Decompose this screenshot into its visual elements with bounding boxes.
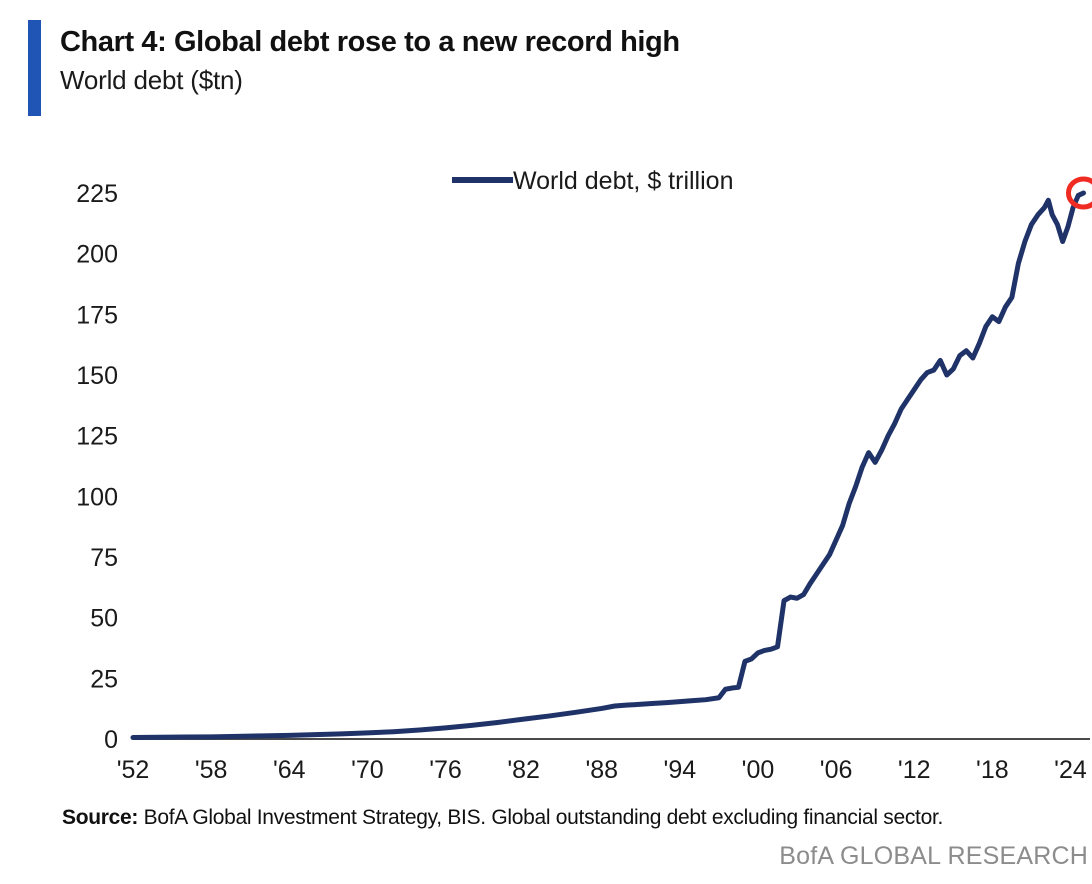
y-tick-100: 100 <box>76 483 118 511</box>
y-tick-25: 25 <box>90 665 118 693</box>
x-tick-58: '58 <box>195 756 228 784</box>
chart-svg: 0 25 50 75 100 125 150 175 200 225 '52 '58 '64 '70 '7… <box>76 167 1092 784</box>
x-tick-64: '64 <box>273 756 306 784</box>
x-tick-94: '94 <box>664 756 697 784</box>
x-tick-06: '06 <box>820 756 853 784</box>
x-tick-12: '12 <box>898 756 931 784</box>
data-series-world-debt <box>130 190 1086 741</box>
accent-bar <box>28 20 41 116</box>
chart-plot-area: 0 25 50 75 100 125 150 175 200 225 '52 '58 '64 '70 '7… <box>0 130 1092 800</box>
y-tick-125: 125 <box>76 423 118 451</box>
x-tick-00: '00 <box>742 756 775 784</box>
y-tick-0: 0 <box>104 726 118 754</box>
x-tick-52: '52 <box>117 756 150 784</box>
y-axis-tick-labels: 0 25 50 75 100 125 150 175 200 225 <box>76 180 118 754</box>
title-block: Chart 4: Global debt rose to a new recor… <box>60 22 1060 98</box>
x-tick-18: '18 <box>976 756 1009 784</box>
x-tick-82: '82 <box>507 756 540 784</box>
y-tick-225: 225 <box>76 180 118 208</box>
x-axis-tick-labels: '52 '58 '64 '70 '76 '82 '88 '94 '00 '06 '12 '18 '24 <box>117 756 1087 784</box>
y-tick-200: 200 <box>76 241 118 269</box>
x-tick-76: '76 <box>429 756 462 784</box>
x-tick-88: '88 <box>585 756 618 784</box>
chart-footer: Source: BofA Global Investment Strategy,… <box>0 800 1092 884</box>
legend-label-world-debt: World debt, $ trillion <box>513 167 733 195</box>
chart-header: Chart 4: Global debt rose to a new recor… <box>0 0 1092 130</box>
y-tick-75: 75 <box>90 544 118 572</box>
x-tick-70: '70 <box>351 756 384 784</box>
y-tick-150: 150 <box>76 362 118 390</box>
y-tick-50: 50 <box>90 605 118 633</box>
source-label: Source: <box>62 806 139 829</box>
source-note: Source: BofA Global Investment Strategy,… <box>62 806 943 830</box>
y-tick-175: 175 <box>76 301 118 329</box>
brand-watermark: BofA GLOBAL RESEARCH <box>779 842 1088 870</box>
record-high-highlight-circle <box>1065 176 1092 210</box>
page-title: Chart 4: Global debt rose to a new recor… <box>60 26 680 58</box>
page-subtitle: World debt ($tn) <box>60 65 243 95</box>
x-tick-24: '24 <box>1054 756 1087 784</box>
source-text: BofA Global Investment Strategy, BIS. Gl… <box>138 806 944 829</box>
